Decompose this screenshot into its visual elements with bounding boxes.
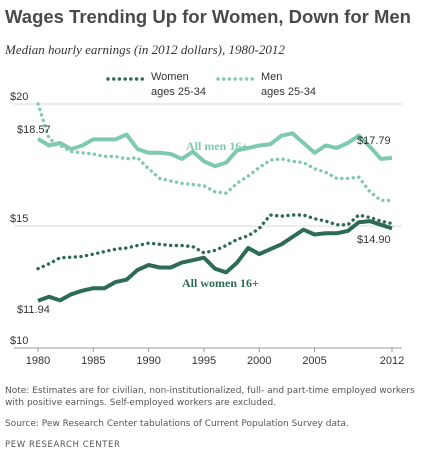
label-14-90: $14.90 (357, 234, 391, 246)
chart-title: Wages Trending Up for Women, Down for Me… (5, 6, 411, 27)
women-25-34-line (36, 213, 394, 271)
x-tick-label: 1995 (192, 355, 216, 367)
legend-women-label: Women (151, 71, 189, 83)
org-label: PEW RESEARCH CENTER (5, 440, 121, 450)
all-women-line (37, 219, 393, 303)
x-tick-label: 1980 (26, 355, 50, 367)
all-women-series-label: All women 16+ (182, 276, 259, 290)
label-18-57: $18.57 (17, 124, 51, 136)
legend-men-label: Men (261, 71, 282, 83)
y-tick-label: $10 (10, 335, 28, 347)
chart-subtitle: Median hourly earnings (in 2012 dollars)… (5, 42, 285, 57)
y-tick-label: $20 (10, 91, 28, 103)
x-tick-label: 1985 (81, 355, 105, 367)
x-tick-label: 2000 (247, 355, 271, 367)
all-men-line (36, 131, 393, 169)
wage-line-chart: $10 $15 $20 1980 1985 1990 1995 2000 2005 2012 Wom… (10, 71, 404, 367)
chart-source: Source: Pew Research Center tabulations … (5, 419, 349, 429)
label-17-79: $17.79 (357, 135, 391, 147)
chart-note: Note: Estimates are for civilian, non-in… (5, 386, 415, 408)
x-tick-label: 1990 (136, 355, 160, 367)
legend-women-sublabel: ages 25-34 (151, 86, 206, 98)
label-11-94: $11.94 (17, 304, 50, 316)
all-men-series-label: All men 16+ (186, 139, 248, 153)
legend-men-sublabel: ages 25-34 (261, 86, 316, 98)
men-25-34-line (36, 102, 394, 203)
x-tick-label: 2005 (302, 355, 326, 367)
x-tick-label: 2012 (380, 355, 404, 367)
y-tick-label: $15 (10, 213, 28, 225)
